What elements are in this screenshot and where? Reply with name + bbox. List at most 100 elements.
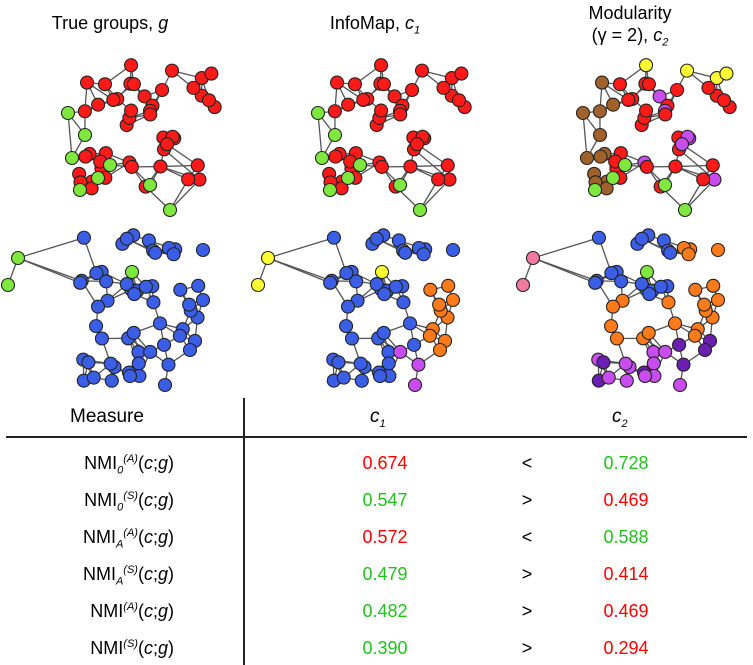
measure-base: NMI [84, 490, 118, 510]
network-node [72, 182, 88, 198]
network-node [423, 282, 438, 297]
network-node [162, 202, 178, 218]
measure-sup: (S) [123, 638, 138, 650]
network-node [436, 80, 451, 95]
network-node [614, 274, 629, 289]
network-node [349, 274, 364, 289]
network-node [445, 292, 461, 308]
network-edge [532, 237, 600, 259]
network-node [327, 127, 343, 143]
comparison-symbol: < [521, 453, 533, 473]
network-node [579, 150, 595, 166]
network-node [687, 328, 702, 343]
panel-title-true-groups: True groups, g [51, 13, 169, 33]
network-node [670, 82, 685, 98]
network-node [78, 149, 93, 164]
network-node [411, 357, 426, 372]
network-node [592, 127, 608, 143]
network-node [201, 93, 217, 108]
network-node [681, 247, 696, 262]
network-node [716, 93, 732, 108]
network-node [392, 177, 408, 193]
network-node [374, 58, 389, 73]
network-node [10, 250, 26, 266]
network-node [606, 97, 621, 112]
network-node [652, 89, 667, 104]
network-edge [267, 237, 335, 259]
measure-arg: (c;g) [137, 453, 174, 473]
network-edge [419, 179, 450, 211]
measure-label: NMI(S)(c;g) [20, 638, 220, 662]
network-node [138, 279, 153, 294]
network-node [339, 266, 354, 281]
network-node [329, 75, 345, 90]
measure-base: NMI [82, 527, 116, 547]
network-node [81, 355, 96, 370]
network-node [706, 278, 721, 293]
network-node [407, 337, 422, 352]
network-true-groups [0, 58, 222, 393]
network-node [122, 369, 138, 384]
network-node [710, 242, 726, 258]
network-edge [317, 112, 323, 159]
network-node [104, 373, 119, 388]
network-node [697, 342, 713, 358]
network-node [588, 275, 603, 290]
network-node [658, 344, 673, 359]
header-c1: c1 [370, 406, 386, 430]
value-c2: 0.469 [603, 490, 649, 510]
network-node [86, 370, 101, 385]
measure-label: NMIA(S)(c;g) [20, 564, 220, 588]
measure-base: NMI [90, 638, 124, 658]
network-node [126, 325, 141, 340]
table-vertical-divider [243, 398, 245, 665]
network-node [387, 89, 402, 104]
network-node [612, 77, 628, 92]
network-infomap [250, 58, 472, 393]
network-node [97, 77, 113, 92]
network-node [314, 150, 330, 166]
network-node [642, 287, 657, 302]
network-node [697, 297, 712, 312]
network-node [679, 63, 695, 78]
network-node [596, 355, 611, 370]
panel-title-infomap: InfoMap, c1 [329, 13, 421, 37]
network-edge [169, 179, 200, 211]
measure-label: NMI(A)(c;g) [20, 601, 220, 625]
network-edge [413, 148, 450, 181]
network-edge [17, 237, 85, 259]
network-node [393, 344, 408, 359]
network-panels [0, 58, 737, 393]
measure-arg: (c;g) [137, 601, 174, 621]
network-node [376, 325, 391, 340]
measure-sup: (S) [123, 564, 138, 576]
network-node [604, 319, 619, 334]
network-node [127, 287, 142, 302]
network-node [159, 137, 175, 152]
network-edge [163, 148, 200, 181]
network-node [90, 170, 106, 186]
network-node [432, 297, 447, 312]
value-c2: 0.588 [603, 527, 649, 547]
network-node [153, 159, 168, 174]
network-node [182, 342, 198, 358]
network-node [152, 316, 168, 331]
network-node [323, 275, 338, 290]
network-node [618, 356, 633, 371]
network-node [146, 295, 161, 310]
network-node [416, 247, 431, 262]
network-node [696, 172, 711, 187]
network-node [440, 158, 455, 173]
network-node [639, 103, 654, 118]
network-node [705, 158, 720, 173]
network-node [347, 77, 363, 92]
network-node [414, 63, 430, 78]
network-node [393, 107, 408, 122]
comparison-symbol: < [521, 527, 533, 547]
network-node [403, 159, 418, 174]
network-node [674, 137, 690, 152]
network-node [60, 105, 76, 121]
measure-label: NMI0(S)(c;g) [20, 490, 220, 514]
network-node [376, 77, 391, 92]
network-node [661, 295, 676, 310]
